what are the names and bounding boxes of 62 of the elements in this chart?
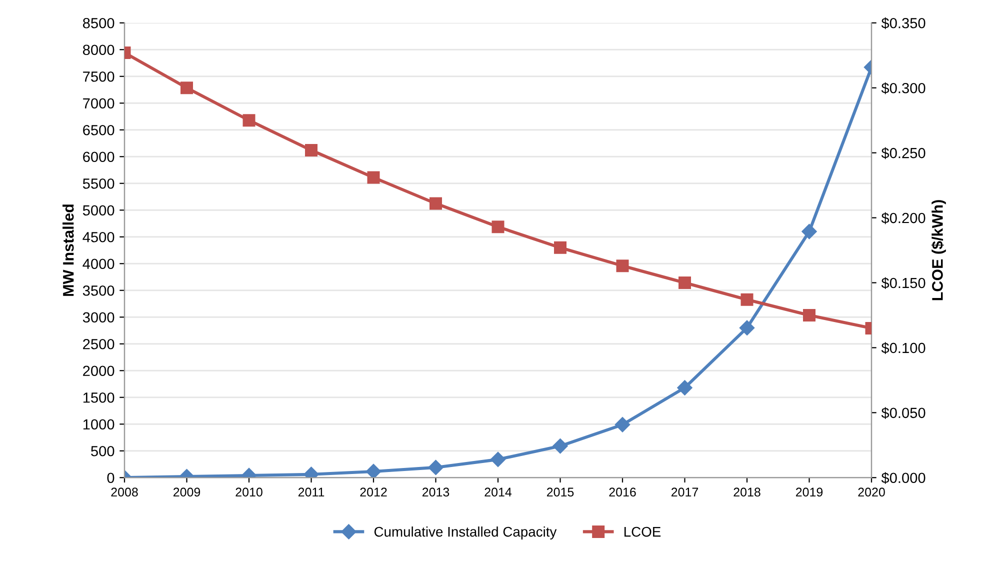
point [554,241,566,254]
y-tick-label: 1500 [83,392,114,403]
y-tick-label: 0 [107,472,114,484]
legend-label: LCOE [624,526,661,537]
y-tick-label: 4500 [82,232,114,242]
x-tick-label: 2017 [671,488,698,497]
point [616,260,629,272]
y2-tick-label: $0.250 [881,147,926,160]
point [428,460,444,476]
point [802,224,817,240]
x-tick-label: 2010 [236,488,262,497]
y-tick-label: 2000 [83,366,114,376]
y-tick-label: 8000 [82,44,114,56]
point [180,82,193,94]
y2-axis-title: LCOE ($/kWh) [931,200,946,300]
y2-tick-label: $0.050 [881,407,926,419]
x-tick-label: 2016 [609,488,636,497]
point [677,380,692,396]
point [242,114,256,127]
y2-tick-label: $0.200 [881,212,926,224]
point [614,417,630,432]
y-tick-label: 2500 [83,338,114,350]
point [367,171,380,184]
x-tick-label: 2013 [422,488,450,497]
y-tick-label: 5500 [82,178,114,189]
y2-tick-label: $0.100 [881,342,926,354]
x-tick-label: 2020 [858,488,885,497]
point [739,320,755,336]
point [678,276,691,289]
x-tick-label: 2019 [796,488,823,497]
y-tick-label: 7500 [83,71,114,82]
point [803,308,816,322]
y-tick-label: 4000 [82,258,114,270]
point [492,220,504,234]
x-tick-label: 2014 [484,488,512,497]
x-tick-label: 2008 [111,488,138,497]
y-tick-label: 7000 [83,98,114,109]
y-tick-label: 6500 [83,124,114,136]
y2-tick-label: $0.000 [881,472,926,484]
y2-tick-label: $0.300 [881,82,926,94]
point [366,464,382,478]
y2-tick-label: $0.150 [881,277,926,290]
y-tick-label: 5000 [82,205,114,216]
point [305,144,318,156]
x-tick-label: 2012 [360,488,387,497]
x-tick-label: 2011 [298,488,324,497]
y2-tick-label: $0.350 [881,17,926,30]
x-tick-label: 2009 [173,488,200,497]
y-axis-title: MW Installed [62,204,74,296]
point [740,293,754,306]
y-tick-label: 500 [91,446,114,456]
y-tick-label: 1000 [83,419,114,430]
x-tick-label: 2015 [546,488,574,497]
point [430,197,442,210]
y-tick-label: 3000 [82,312,114,323]
x-tick-label: 2018 [734,488,760,497]
legend-label: Cumulative Installed Capacity [374,526,557,540]
y-tick-label: 8500 [82,18,114,28]
y-tick-label: 3500 [82,285,114,296]
point [552,438,568,454]
y-tick-label: 6000 [83,152,114,162]
point [490,452,506,467]
